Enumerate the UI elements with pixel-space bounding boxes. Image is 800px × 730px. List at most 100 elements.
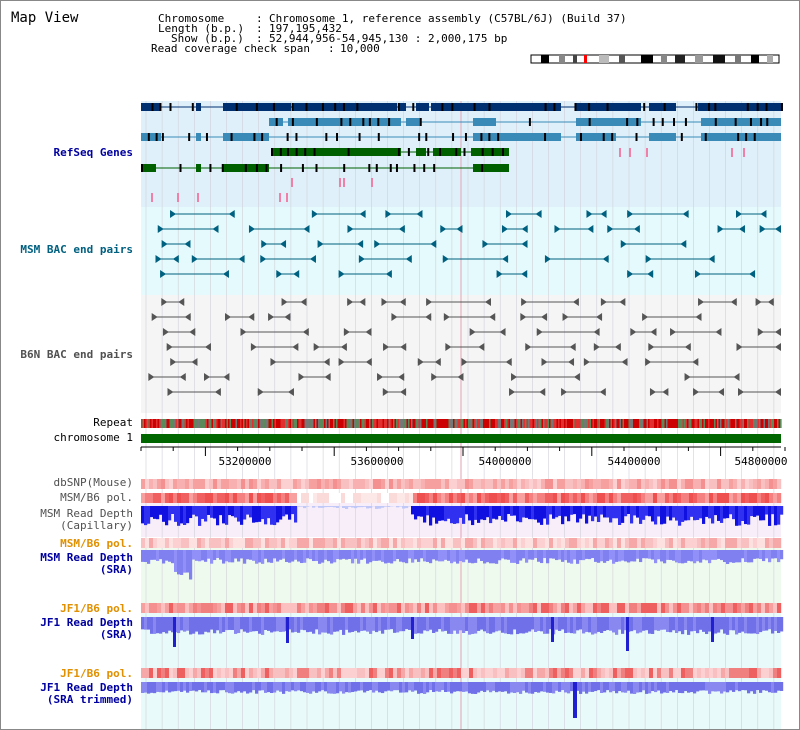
msm-pol2-cell [729,538,734,548]
dbsnp-cell [385,479,390,489]
msm-pol2-cell [225,538,230,548]
jf1-pol2-cell [221,668,226,678]
bac-end-marker [695,313,702,321]
msm-pol2-cell [409,538,414,548]
msm-sra-depth-bar [210,550,214,564]
msm-sra-depth-bar [267,550,271,563]
jf1-sra-depth-bar [651,617,655,634]
msm-pol2-cell [521,538,526,548]
dbsnp-cell [437,479,442,489]
repeat-cell [289,419,292,428]
msm-sra-depth-bar [552,550,556,559]
bac-end-marker [775,388,781,396]
repeat-cell [444,419,446,428]
jf1-pol-cell [765,603,770,613]
pink-mark [646,148,648,157]
jf1-sra-depth-bar [387,617,391,630]
msm-sra-depth-bar [381,550,385,562]
jf1-pol-cell [453,603,458,613]
jf1-trim-depth-bar [648,682,652,694]
bac-end-marker [425,313,432,321]
msm-pol2-cell [381,538,386,548]
jf1-pol2-cell [165,668,170,678]
msm-pol-cell [501,493,506,503]
jf1-pol2-cell [241,668,246,678]
msm-sra-depth-bar [159,550,163,560]
bac-end-marker [184,240,191,248]
refseq-genes-label[interactable]: RefSeq Genes [53,146,133,159]
jf1-pol-cell [489,603,494,613]
capillary-depth-bar [321,506,325,508]
jf1-sra-depth-bar [462,617,466,634]
jf1-sra-depth-bar [204,617,208,632]
repeat-cell [282,419,284,428]
repeat-cell [261,419,263,428]
capillary-depth-bar [279,506,283,520]
pink-mark [629,148,631,157]
jf1-pol-cell [189,603,194,613]
bac-end-marker [238,255,245,263]
repeat-cell [373,419,376,428]
msm-pol-cell [701,493,706,503]
dbsnp-cell [449,479,454,489]
jf1-sra-depth-bar [153,617,157,634]
msm-pol2-cell [705,538,710,548]
jf1-pol-cell [721,603,726,613]
msm-pol2-cell [285,538,290,548]
capillary-depth-bar [303,506,307,509]
msm-sra-depth-bar [726,550,730,564]
capillary-depth-bar [291,506,295,515]
jf1-pol-cell [601,603,606,613]
jf1-trim-depth-bar [222,682,226,691]
jf1-trim-depth-bar [444,682,448,692]
repeat-cell [351,419,353,428]
dbsnp-cell [757,479,762,489]
dbsnp-cell [277,479,282,489]
jf1-trim-depth-bar [702,682,706,691]
repeat-cell [265,419,268,428]
b6n-bac-label[interactable]: B6N BAC end pairs [20,348,133,361]
jf1-pol2-cell [277,668,282,678]
dbsnp-cell [261,479,266,489]
repeat-cell [349,419,352,428]
msm-sra-depth-bar [603,550,607,563]
msm-pol2-cell [533,538,538,548]
msm-sra-depth-bar [372,550,376,561]
chromosome-ideogram[interactable] [529,53,781,65]
repeat-cell [142,419,145,428]
jf1-sra-depth-bar [186,617,190,631]
repeat-cell [316,419,319,428]
repeat-cell [561,419,563,428]
jf1-sra-depth-bar [567,617,571,633]
pink-mark [339,178,341,187]
jf1-trim-depth-bar [552,682,556,694]
jf1-trim-depth-bar [333,682,337,694]
jf1-pol-cell [701,603,706,613]
repeat-cell [694,419,697,428]
msm-pol2-cell [161,538,166,548]
jf1-sra-depth-bar [732,617,736,631]
msm-pol2-cell [565,538,570,548]
bac-end-marker [323,358,330,366]
capillary-depth-bar [504,506,508,522]
repeat-cell [732,419,734,428]
repeat-cell [454,419,457,428]
axis-tick-label: 53600000 [351,455,404,468]
repeat-cell [708,419,710,428]
jf1-trim-depth-bar [546,682,550,693]
msm-pol2-cell [477,538,482,548]
jf1-pol-cell [761,603,766,613]
msm-bac-label[interactable]: MSM BAC end pairs [20,243,133,256]
msm-sra-depth-bar [468,550,472,563]
repeat-cell [370,419,373,428]
dbsnp-cell [741,479,746,489]
msm-pol2-cell [205,538,210,548]
jf1-sra-depth-bar [657,617,661,631]
bac-end-marker [573,373,580,381]
capillary-depth-bar [324,506,328,508]
msm-pol-cell [729,493,734,503]
repeat-cell [303,419,305,428]
dbsnp-cell [669,479,674,489]
jf1-pol2-cell [185,668,190,678]
